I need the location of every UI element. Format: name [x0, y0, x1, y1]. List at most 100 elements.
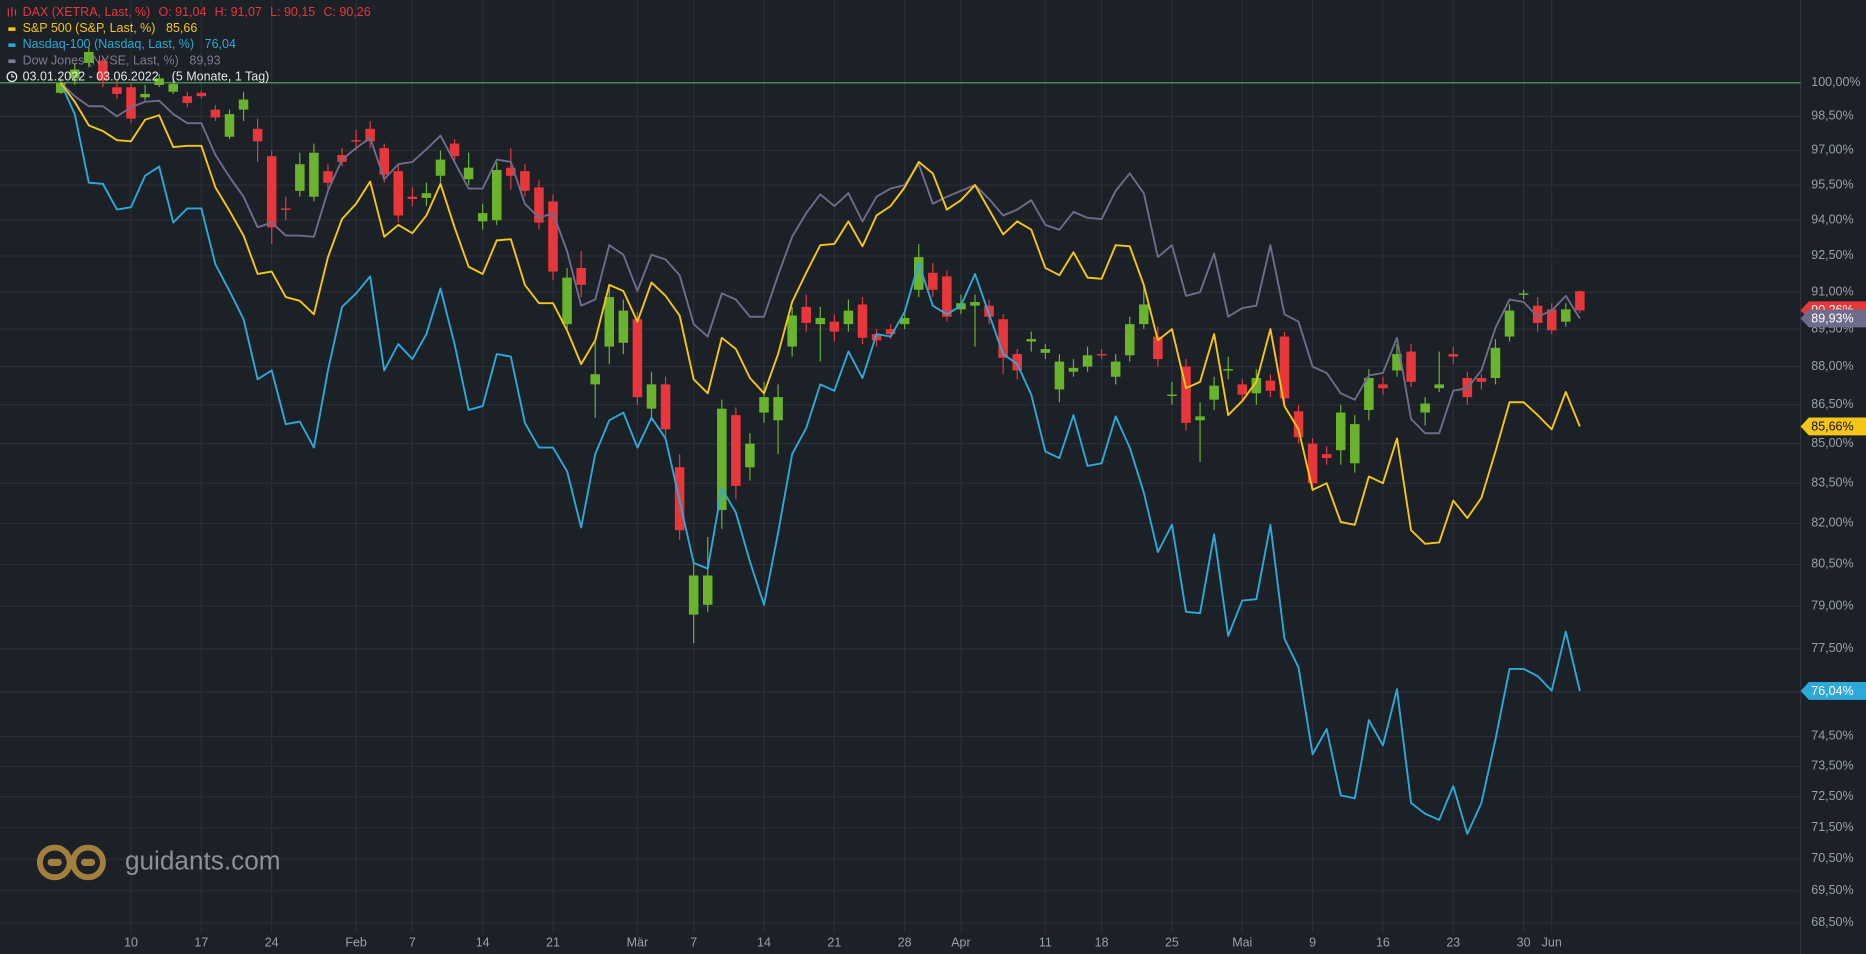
candle-body: [1434, 384, 1444, 389]
candle-body: [1068, 367, 1079, 372]
candle-body: [1082, 355, 1093, 367]
logo-bar: [47, 858, 62, 866]
last-value-tag: [1800, 682, 1866, 700]
logo-bar: [80, 858, 96, 866]
x-tick-label: Jun: [1542, 936, 1562, 950]
x-tick-label: 7: [690, 936, 697, 950]
y-tick-label: 100,00%: [1811, 75, 1860, 89]
candle-body: [534, 187, 544, 223]
candle-body: [1026, 339, 1037, 342]
x-tick-label: Feb: [345, 936, 367, 950]
x-tick-label: 10: [124, 936, 138, 950]
candle-body: [1181, 366, 1191, 423]
candle-body: [590, 374, 600, 385]
candle-body: [1167, 394, 1177, 396]
candle-body: [463, 167, 474, 180]
candle-body: [1420, 403, 1430, 413]
candle-body: [1265, 380, 1276, 391]
legend-swatch: [8, 43, 16, 47]
candle-body: [843, 310, 854, 325]
grid: [0, 0, 1801, 933]
y-tick-label: 74,50%: [1811, 729, 1853, 743]
candle-body: [1139, 304, 1149, 325]
candle-body: [435, 159, 446, 176]
candle-body: [295, 164, 305, 191]
date-range: 03.01.2022 - 03.06.2022 (5 Monate, 1 Tag…: [23, 70, 270, 84]
candle-body: [1153, 336, 1163, 360]
candle-body: [702, 575, 713, 605]
candle-body: [69, 69, 80, 79]
series-line: [59, 82, 1581, 835]
x-tick-label: 18: [1095, 936, 1109, 950]
candle-body: [1195, 416, 1205, 421]
plot-area: [0, 47, 1801, 835]
candle-body: [1406, 351, 1416, 382]
legend-label: S&P 500 (S&P, Last, %): [23, 21, 156, 35]
candle-body: [913, 257, 924, 290]
y-tick-label: 95,50%: [1811, 177, 1853, 191]
legend-label: Nasdaq-100 (Nasdaq, Last, %): [23, 38, 194, 52]
y-tick-label: 73,50%: [1811, 759, 1853, 773]
y-tick-label: 82,00%: [1811, 516, 1853, 530]
candle-body: [1307, 443, 1318, 484]
legend-value: O: 91,04: [159, 5, 207, 19]
candle-body: [112, 87, 122, 94]
candle-body: [449, 143, 460, 157]
candle-body: [548, 201, 558, 272]
candle-body: [632, 319, 643, 398]
candle-body: [323, 171, 333, 183]
x-tick-label: Apr: [951, 936, 970, 950]
candle-body: [351, 140, 361, 142]
legend-icon: [7, 7, 17, 17]
candle-body: [1279, 336, 1290, 399]
y-tick-label: 71,50%: [1811, 820, 1853, 834]
candle-body: [491, 169, 502, 221]
y-tick-label: 72,50%: [1811, 789, 1853, 803]
y-tick-label: 77,50%: [1811, 641, 1853, 655]
candle-body: [140, 93, 150, 98]
watermark: guidants.com: [36, 844, 281, 881]
y-tick-label: 79,00%: [1811, 598, 1853, 612]
candle-body: [238, 99, 249, 110]
x-tick-label: 21: [827, 936, 841, 950]
series-line: [59, 82, 1581, 545]
candle-body: [1335, 412, 1346, 451]
candle-body: [309, 152, 319, 197]
candle-body: [646, 384, 657, 409]
candle-body: [773, 397, 783, 421]
y-tick-label: 86,50%: [1811, 397, 1853, 411]
candle-body: [787, 315, 797, 347]
candle-body: [182, 96, 193, 103]
candle-body: [1040, 349, 1051, 353]
candle-body: [1251, 378, 1262, 394]
candle-body: [1392, 354, 1402, 371]
candle-body: [210, 109, 221, 118]
candle-body: [1532, 305, 1543, 323]
candle-body: [1364, 378, 1374, 410]
legend-label: Dow Jones (NYSE, Last, %): [23, 54, 179, 68]
x-tick-label: 25: [1165, 936, 1179, 950]
candle-body: [998, 319, 1008, 358]
legend-value: H: 91,07: [215, 5, 262, 19]
candle-body: [126, 87, 136, 119]
legend-swatch: [8, 59, 16, 64]
candle-body: [1223, 369, 1233, 371]
candle-body: [815, 317, 826, 325]
x-tick-label: Mär: [627, 936, 649, 950]
candle-body: [942, 276, 952, 317]
y-tick-label: 91,00%: [1811, 285, 1853, 299]
candle-body: [1124, 324, 1135, 356]
candle-body: [1054, 361, 1065, 390]
candle-body: [1096, 354, 1107, 356]
watermark-text: guidants.com: [125, 845, 281, 875]
series-line: [60, 82, 1581, 435]
last-value-tag: [1800, 417, 1866, 436]
y-tick-label: 88,00%: [1811, 359, 1853, 373]
candle-body: [393, 171, 404, 216]
candle-body: [252, 128, 263, 142]
candle-body: [224, 114, 235, 137]
candle-body: [1561, 309, 1571, 322]
legend: DAX (XETRA, Last, %) O: 91,04 H: 91,07 L…: [6, 5, 371, 84]
y-tick-label: 98,50%: [1811, 109, 1853, 123]
